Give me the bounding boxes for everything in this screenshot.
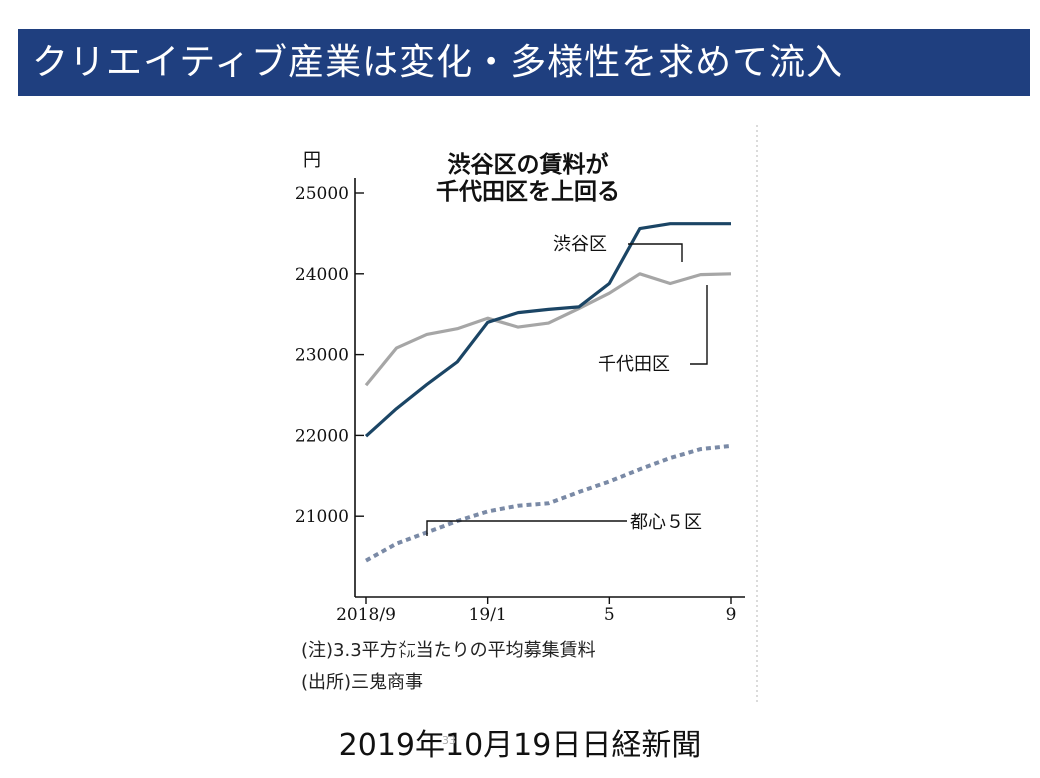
source-citation: 2019年10月19日日経新聞: [338, 728, 702, 763]
page-number: 33: [442, 734, 456, 747]
chart-note: (出所)三鬼商事: [301, 672, 423, 693]
series-label-chiyoda: 千代田区: [598, 354, 670, 375]
x-tick-label: 9: [726, 605, 737, 625]
chart-title-line: 渋谷区の賃料が: [448, 151, 609, 178]
y-tick-label: 23000: [295, 346, 349, 366]
chart-note: (注)3.3平方㍍当たりの平均募集賃料: [301, 640, 596, 661]
series-label-toshin5: 都心５区: [630, 512, 702, 533]
y-tick-label: 25000: [295, 184, 349, 204]
series-shibuya-line: [364, 222, 731, 438]
y-tick-label: 22000: [295, 426, 349, 446]
x-tick-label: 2018/9: [336, 605, 396, 625]
slide-header: クリエイティブ産業は変化・多様性を求めて流入: [18, 29, 1030, 96]
chart-title-line: 千代田区を上回る: [436, 179, 620, 205]
callout-line-shibuya: [628, 243, 683, 262]
series-chiyoda-line: [364, 272, 732, 387]
callout-line-toshin5: [426, 520, 627, 536]
y-axis-unit-label: 円: [303, 150, 321, 171]
y-tick-label: 21000: [295, 507, 349, 527]
y-tick-label: 24000: [295, 265, 349, 285]
series-label-shibuya: 渋谷区: [553, 234, 607, 255]
slide-title: クリエイティブ産業は変化・多様性を求めて流入: [32, 42, 844, 83]
callout-line-chiyoda: [690, 285, 708, 365]
series-toshin5-line: [365, 443, 732, 563]
x-tick-label: 19/1: [469, 605, 507, 625]
x-tick-label: 5: [604, 605, 615, 625]
